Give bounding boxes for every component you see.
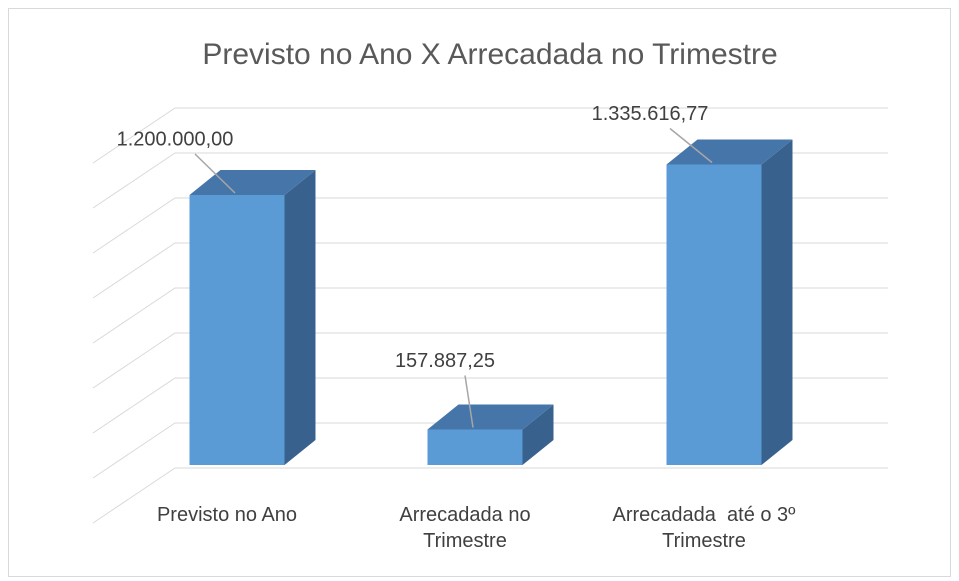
- leader-line: [464, 375, 474, 428]
- bar: [427, 404, 554, 465]
- leader-line: [194, 153, 236, 194]
- x-tick-label: Arrecadada no Trimestre: [399, 504, 536, 552]
- grid-line: [92, 152, 888, 209]
- value-label: 1.335.616,77: [592, 103, 709, 125]
- grid-line: [92, 467, 888, 524]
- grid-line: [92, 377, 888, 434]
- leader-line: [669, 127, 713, 164]
- bar-side: [522, 404, 554, 465]
- value-label: 1.200.000,00: [117, 128, 234, 150]
- value-label: 157.887,25: [395, 350, 495, 372]
- grid-line: [92, 422, 888, 479]
- bar-top: [427, 404, 554, 430]
- bar-front: [189, 195, 285, 465]
- bar-top: [666, 139, 793, 165]
- bar-top: [189, 170, 316, 195]
- grid-line: [92, 332, 888, 389]
- bar-front: [666, 164, 762, 466]
- grid-line: [92, 242, 888, 299]
- grid-line: [92, 287, 888, 344]
- grid-line: [92, 197, 888, 254]
- bar: [189, 170, 316, 465]
- bar-side: [761, 139, 793, 466]
- bar-side: [284, 170, 316, 465]
- chart-title: Previsto no Ano X Arrecadada no Trimestr…: [202, 38, 777, 71]
- chart-frame: [8, 8, 951, 577]
- bar-front: [427, 429, 523, 465]
- x-tick-label: Arrecadada até o 3º Trimestre: [612, 504, 801, 552]
- bar: [666, 139, 793, 466]
- x-tick-label: Previsto no Ano: [156, 504, 298, 526]
- grid-line: [92, 107, 888, 164]
